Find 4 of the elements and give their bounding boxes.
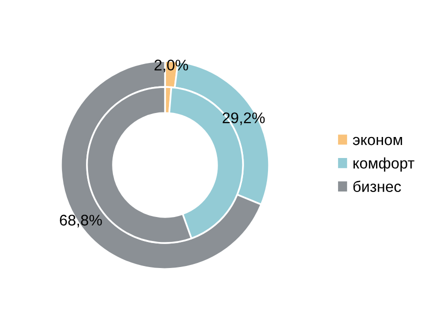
data-label: 29,2%: [222, 112, 265, 126]
legend-label: эконом: [352, 136, 402, 146]
legend-label: бизнес: [353, 180, 401, 192]
legend-label: комфорт: [354, 157, 414, 172]
